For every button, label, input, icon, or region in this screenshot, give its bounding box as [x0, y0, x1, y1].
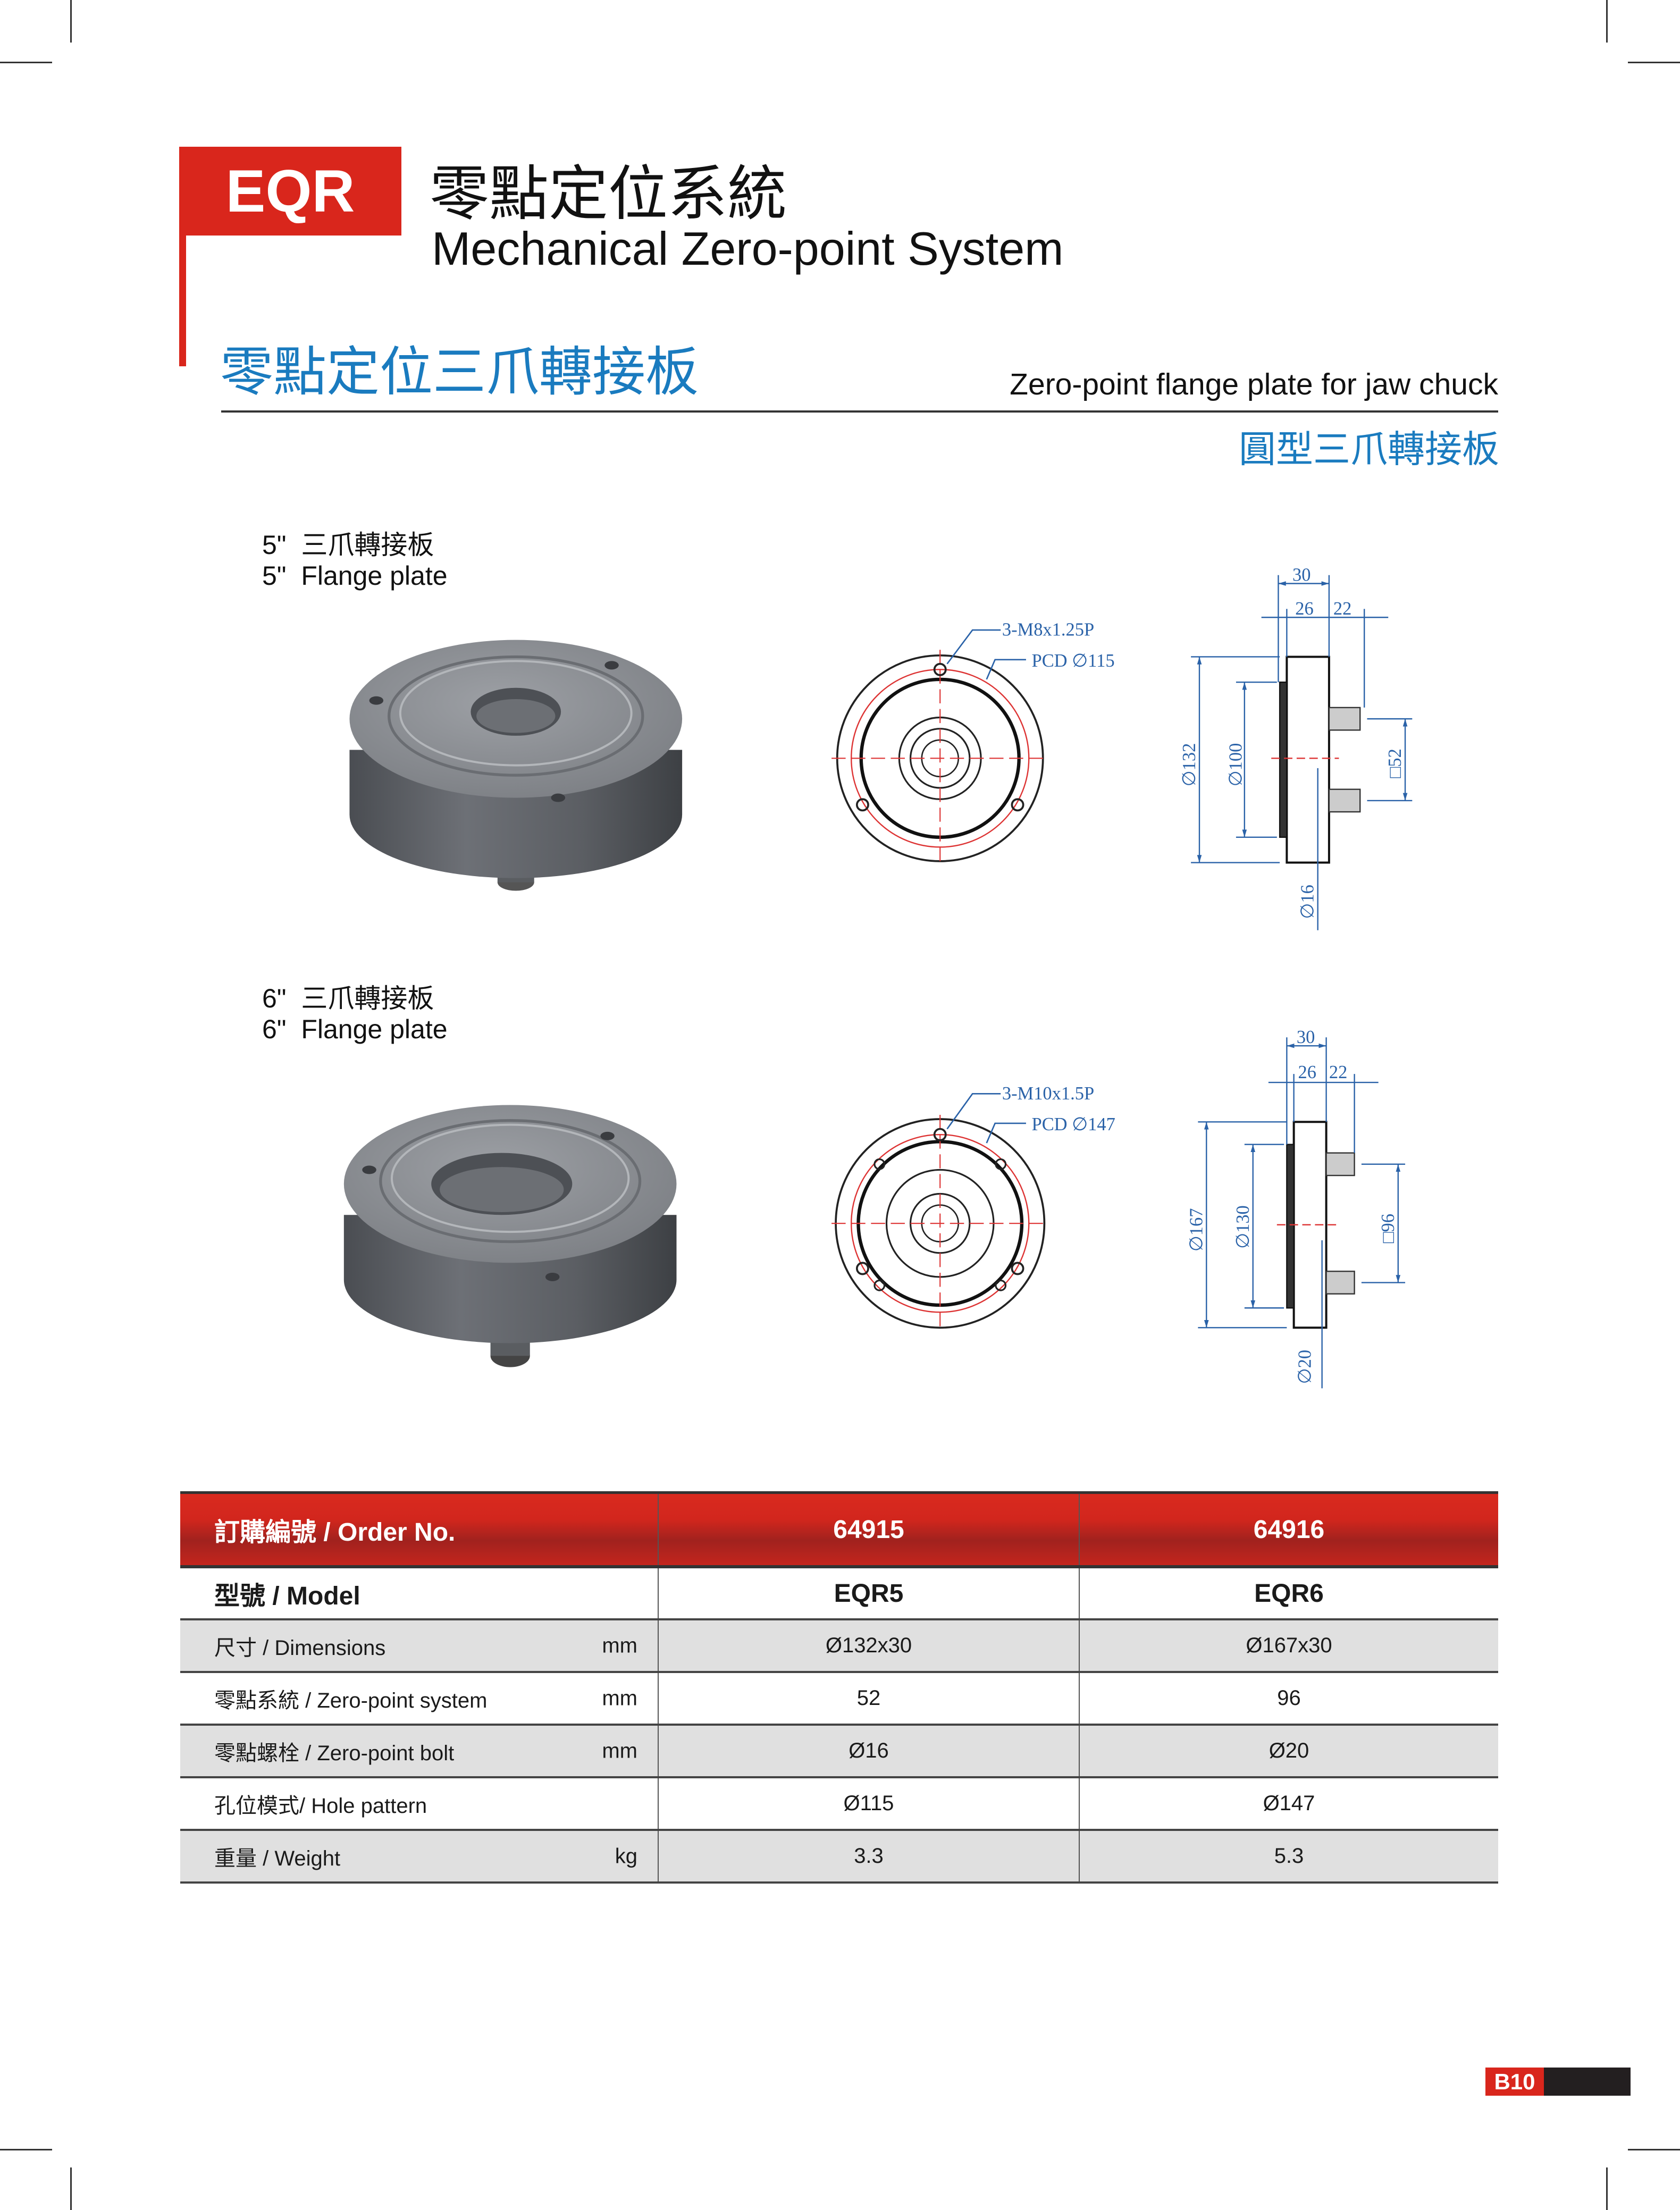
product-caption: 5" 三爪轉接板 5" Flange plate [262, 530, 448, 591]
table-row: 零點系統 / Zero-point system mm 52 96 [180, 1672, 1498, 1726]
dim-outer-diameter: ∅132 [1179, 743, 1199, 787]
dim-bolt-length: 22 [1333, 599, 1351, 619]
cell-value: Ø132x30 [658, 1619, 1079, 1673]
order-no: 64916 [1079, 1491, 1498, 1568]
side-view-5in: 30 26 22 ∅132 ∅100 □52 ∅16 [1179, 565, 1413, 930]
cell-value: Ø147 [1079, 1777, 1498, 1831]
caption-en: 5" Flange plate [262, 561, 448, 591]
dim-square: □96 [1378, 1214, 1398, 1243]
row-unit: kg [615, 1844, 637, 1868]
crop-mark [1606, 0, 1608, 43]
table-row: 重量 / Weight kg 3.3 5.3 [180, 1830, 1498, 1884]
caption-cn: 6" 三爪轉接板 [262, 984, 434, 1013]
dim-body: 26 [1295, 599, 1313, 619]
section-subtitle-cn: 圓型三爪轉接板 [1239, 428, 1499, 470]
cell-value: Ø167x30 [1079, 1619, 1498, 1673]
cell-value: 96 [1079, 1672, 1498, 1726]
caption-en: 6" Flange plate [262, 1014, 448, 1044]
pcd-label: PCD ∅147 [1032, 1114, 1115, 1135]
crop-mark [70, 0, 72, 43]
table-row-model: 型號 / Model EQR5 EQR6 [180, 1567, 1498, 1620]
product-render-5in [349, 640, 683, 891]
page-title-en: Mechanical Zero-point System [432, 222, 1064, 275]
dim-inner-diameter: ∅130 [1233, 1205, 1253, 1249]
row-label: 重量 / Weight [214, 1846, 341, 1870]
dim-bolt-length: 22 [1329, 1062, 1347, 1082]
row-label: 尺寸 / Dimensions [214, 1636, 386, 1660]
crop-mark [1606, 2167, 1608, 2210]
row-unit: mm [602, 1686, 637, 1710]
section-title-cn: 零點定位三爪轉接板 [220, 342, 699, 402]
crop-mark [0, 2149, 52, 2150]
dim-bolt-diameter: ∅16 [1298, 885, 1318, 919]
header-label: 訂購編號 / Order No. [180, 1491, 658, 1568]
cell-value: Ø20 [1079, 1725, 1498, 1778]
series-badge: EQR [179, 147, 401, 236]
table-header-row: 訂購編號 / Order No. 64915 64916 [180, 1491, 1498, 1568]
cell-value: Ø115 [658, 1777, 1079, 1831]
dim-total: 30 [1292, 565, 1311, 585]
page-title-cn: 零點定位系統 [430, 161, 787, 227]
dim-square: □52 [1385, 749, 1405, 778]
row-label: 零點系統 / Zero-point system [214, 1688, 488, 1712]
model-value: EQR5 [658, 1567, 1079, 1620]
section-divider [221, 410, 1498, 413]
thread-label: 3-M10x1.5P [1002, 1083, 1094, 1104]
thread-label: 3-M8x1.25P [1002, 620, 1094, 640]
pcd-label: PCD ∅115 [1032, 651, 1115, 671]
cell-value: 52 [658, 1672, 1079, 1726]
front-view-6in: 3-M10x1.5P PCD ∅147 [831, 1083, 1115, 1332]
cell-value: Ø16 [658, 1725, 1079, 1778]
model-value: EQR6 [1079, 1567, 1498, 1620]
front-view-5in: 3-M8x1.25P PCD ∅115 [831, 620, 1115, 867]
crop-mark [1628, 62, 1680, 63]
dim-bolt-diameter: ∅20 [1295, 1350, 1315, 1384]
crop-mark [70, 2167, 72, 2210]
dim-total: 30 [1297, 1027, 1315, 1047]
page-number: B10 [1485, 2068, 1544, 2096]
cell-value: 5.3 [1079, 1830, 1498, 1884]
row-label: 零點螺栓 / Zero-point bolt [214, 1741, 455, 1765]
cell-value: 3.3 [658, 1830, 1079, 1884]
crop-mark [0, 62, 52, 63]
table-row: 孔位模式/ Hole pattern Ø115 Ø147 [180, 1777, 1498, 1831]
table-row: 尺寸 / Dimensions mm Ø132x30 Ø167x30 [180, 1619, 1498, 1673]
side-view-6in: 30 26 22 ∅167 ∅130 □96 ∅20 [1186, 1027, 1406, 1389]
caption-cn: 5" 三爪轉接板 [262, 530, 434, 560]
dim-body: 26 [1298, 1062, 1316, 1082]
order-no: 64915 [658, 1491, 1079, 1568]
row-label: 型號 / Model [180, 1567, 658, 1620]
product-caption: 6" 三爪轉接板 6" Flange plate [262, 983, 448, 1045]
dim-outer-diameter: ∅167 [1186, 1208, 1206, 1252]
row-unit: mm [602, 1634, 637, 1657]
row-unit: mm [602, 1739, 637, 1762]
row-label: 孔位模式/ Hole pattern [214, 1794, 427, 1818]
dim-inner-diameter: ∅100 [1226, 743, 1246, 787]
product-render-6in [343, 1105, 677, 1367]
spec-table: 訂購編號 / Order No. 64915 64916 型號 / Model … [180, 1491, 1498, 1884]
table-row: 零點螺栓 / Zero-point bolt mm Ø16 Ø20 [180, 1725, 1498, 1778]
section-title-en: Zero-point flange plate for jaw chuck [1010, 367, 1498, 401]
crop-mark [1628, 2149, 1680, 2150]
